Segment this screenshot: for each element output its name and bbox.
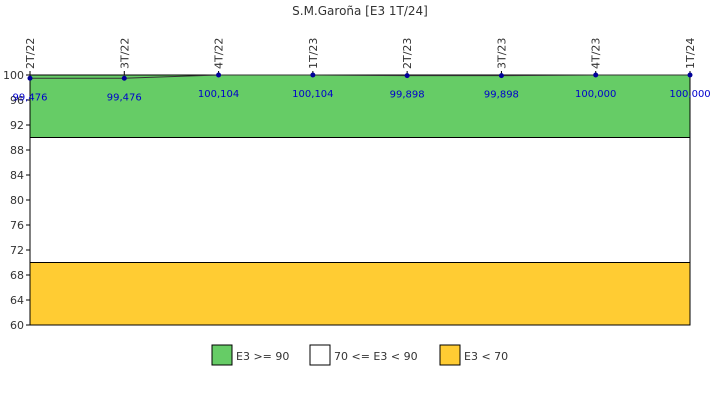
y-tick-label-76: 76 [10, 219, 24, 232]
y-tick-label-72: 72 [10, 244, 24, 257]
threshold-bands [29, 74, 691, 326]
data-point-6 [593, 72, 599, 78]
y-axis: 60 64 68 72 76 80 84 88 92 96 100 [3, 69, 30, 332]
x-tick-label-4: 2T/23 [401, 38, 414, 69]
x-tick-label-1: 3T/22 [118, 38, 131, 69]
data-point-0 [27, 75, 33, 81]
chart-title: S.M.Garoña [E3 1T/24] [292, 4, 428, 18]
y-tick-label-68: 68 [10, 269, 24, 282]
band-1 [30, 137, 690, 263]
legend-label-2: E3 < 70 [464, 350, 508, 363]
data-label-4: 99,898 [390, 90, 425, 101]
data-point-4 [404, 73, 410, 79]
y-tick-label-100: 100 [3, 69, 24, 82]
data-label-1: 99,476 [107, 92, 142, 103]
data-label-6: 100,000 [575, 89, 616, 100]
data-point-1 [121, 75, 127, 81]
data-label-5: 99,898 [484, 90, 519, 101]
legend-swatch-0 [211, 344, 233, 366]
x-tick-label-3: 1T/23 [307, 38, 320, 69]
series-group: 99,476 99,476 100,104 100,104 99,898 99,898 10… [13, 72, 711, 103]
band-2 [30, 262, 690, 325]
data-point-7 [687, 72, 693, 78]
data-label-2: 100,104 [198, 89, 239, 100]
x-tick-label-5: 3T/23 [495, 38, 508, 69]
band-0 [30, 75, 690, 138]
y-tick-label-92: 92 [10, 119, 24, 132]
legend: E3 >= 90 70 <= E3 < 90 E3 < 70 [211, 344, 508, 366]
legend-label-1: 70 <= E3 < 90 [334, 350, 418, 363]
y-tick-label-80: 80 [10, 194, 24, 207]
legend-label-0: E3 >= 90 [236, 350, 289, 363]
legend-swatch-1 [309, 344, 331, 366]
x-axis: 2T/22 3T/22 4T/22 1T/23 2T/23 3T/23 4T/23 1T/24 [24, 38, 697, 75]
data-label-0: 99,476 [13, 92, 48, 103]
data-label-7: 100,000 [669, 89, 710, 100]
data-point-3 [310, 72, 316, 78]
x-tick-label-6: 4T/23 [590, 38, 603, 69]
data-label-3: 100,104 [292, 89, 333, 100]
y-tick-label-60: 60 [10, 319, 24, 332]
y-tick-label-64: 64 [10, 294, 24, 307]
y-tick-label-84: 84 [10, 169, 24, 182]
x-tick-label-2: 4T/22 [213, 38, 226, 69]
y-tick-label-88: 88 [10, 144, 24, 157]
data-point-2 [216, 72, 222, 78]
x-tick-label-0: 2T/22 [24, 38, 37, 69]
legend-swatch-2 [439, 344, 461, 366]
data-point-5 [498, 73, 504, 79]
y-tick-label-96: 96 [10, 94, 24, 107]
x-tick-label-7: 1T/24 [684, 38, 697, 69]
series-line-0 [30, 74, 690, 79]
